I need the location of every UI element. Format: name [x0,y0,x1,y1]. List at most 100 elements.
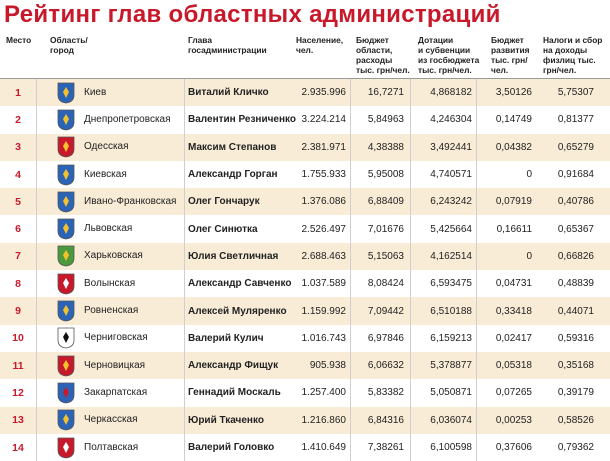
development-cell: 0,14749 [495,114,532,126]
header-subsidies: Дотации и субвенции из госбюджета тыс. г… [418,35,479,75]
governor-cell: Александр Фищук [188,360,279,372]
budget-cell: 6,88409 [367,196,404,208]
column-divider [36,215,37,243]
governor-cell: Валерий Кулич [188,332,264,344]
column-divider [476,406,477,434]
budget-cell: 7,09442 [367,305,404,317]
subsidies-cell: 3,492441 [430,141,472,153]
column-divider [476,379,477,407]
development-cell: 0,07919 [495,196,532,208]
column-divider [410,406,411,434]
header-taxes: Налоги и сбор на доходы физлиц тыс. грн/… [543,35,602,75]
region-cell: Черновицкая [84,359,146,371]
budget-cell: 6,84316 [367,414,404,426]
column-divider [350,79,351,107]
rank-cell: 11 [12,359,24,372]
development-cell: 0,37606 [495,442,532,453]
chernivtsi-emblem-icon [54,352,78,379]
column-divider [350,351,351,380]
column-divider [184,351,185,380]
population-cell: 2.935.996 [301,87,347,99]
subsidies-cell: 6,100598 [430,442,472,453]
rank-cell: 6 [15,223,21,236]
table-row: 10 Черниговская Валерий Кулич 1.016.743 6,97… [0,324,610,352]
table-row: 9 Ровненская Алексей Муляренко 1.159.992 7,0… [0,297,610,325]
column-divider [476,215,477,243]
chernihiv-emblem-icon [54,325,78,352]
header-rank: Место [6,35,32,45]
dnipro-emblem-icon [54,106,78,133]
governor-cell: Валерий Головко [188,442,275,453]
subsidies-cell: 4,740571 [430,169,472,181]
column-divider [350,406,351,434]
header-development-line: чел. [491,65,509,75]
region-cell: Волынская [84,277,136,289]
taxes-cell: 0,65279 [557,141,594,153]
column-divider [410,106,411,134]
population-cell: 1.755.933 [301,169,347,181]
header-development: Бюджет развития тыс. грн/ чел. [491,35,529,75]
governor-cell: Александр Горган [188,169,278,181]
column-divider [476,351,477,380]
governor-cell: Виталий Кличко [188,87,269,99]
column-divider [350,215,351,243]
column-divider [350,242,351,271]
header-governor: Глава госадминистрации [188,35,267,55]
column-divider [410,215,411,243]
column-divider [410,351,411,380]
column-divider [184,270,185,298]
population-cell: 2.688.463 [301,250,347,262]
column-divider [410,324,411,352]
poltava-emblem-icon [54,434,78,461]
column-divider [410,188,411,216]
table-row: 1 Киев Виталий Кличко 2.935.996 16,7271 4,868… [0,79,610,107]
column-divider [410,160,411,189]
column-divider [476,270,477,298]
column-divider [476,188,477,216]
population-cell: 1.159.992 [301,305,347,317]
column-divider [184,379,185,407]
cherkasy-emblem-icon [54,407,78,434]
column-divider [350,324,351,352]
column-divider [476,79,477,107]
column-divider [350,188,351,216]
header-taxes-line: физлиц тыс. [543,55,596,65]
region-cell: Львовская [84,223,133,235]
column-divider [184,160,185,189]
budget-cell: 7,38261 [367,442,404,453]
subsidies-cell: 5,050871 [430,387,472,399]
development-cell: 0,02417 [495,332,532,344]
column-divider [410,297,411,325]
table-row: 12 Закарпатская Геннадий Москаль 1.257.400 5… [0,379,610,407]
taxes-cell: 0,59316 [557,332,594,344]
governor-cell: Олег Синютка [188,223,258,235]
column-divider [476,324,477,352]
column-divider [350,297,351,325]
governor-cell: Алексей Муляренко [188,305,287,317]
column-divider [410,133,411,161]
table-body: 1 Киев Виталий Кличко 2.935.996 16,7271 4,868… [0,79,610,461]
table-row: 14 Полтавская Валерий Головко 1.410.649 7,38… [0,433,610,461]
header-budget-line: Бюджет [356,35,389,45]
subsidies-cell: 4,162514 [430,250,472,262]
rank-cell: 10 [12,332,24,345]
budget-cell: 5,83382 [367,387,404,399]
subsidies-cell: 6,510188 [430,305,472,317]
region-cell: Черкасская [84,414,138,426]
budget-cell: 5,95008 [367,169,404,181]
subsidies-cell: 5,378877 [430,360,472,372]
population-cell: 1.376.086 [301,196,347,208]
table-row: 8 Волынская Александр Савченко 1.037.589 8,0… [0,270,610,298]
odesa-emblem-icon [54,134,78,161]
region-cell: Киев [84,86,107,98]
header-subsidies-line: Дотации [418,35,454,45]
page-title: Рейтинг глав областных администраций [4,1,501,28]
population-cell: 1.410.649 [301,442,347,453]
taxes-cell: 0,79362 [557,442,594,453]
table-row: 5 Ивано-Франковская Олег Гончарук 1.376.086… [0,188,610,216]
region-cell: Черниговская [84,332,148,344]
column-divider [184,433,185,461]
column-divider [36,270,37,298]
ivano-frankivsk-emblem-icon [54,188,78,215]
region-cell: Днепропетровская [84,113,171,125]
